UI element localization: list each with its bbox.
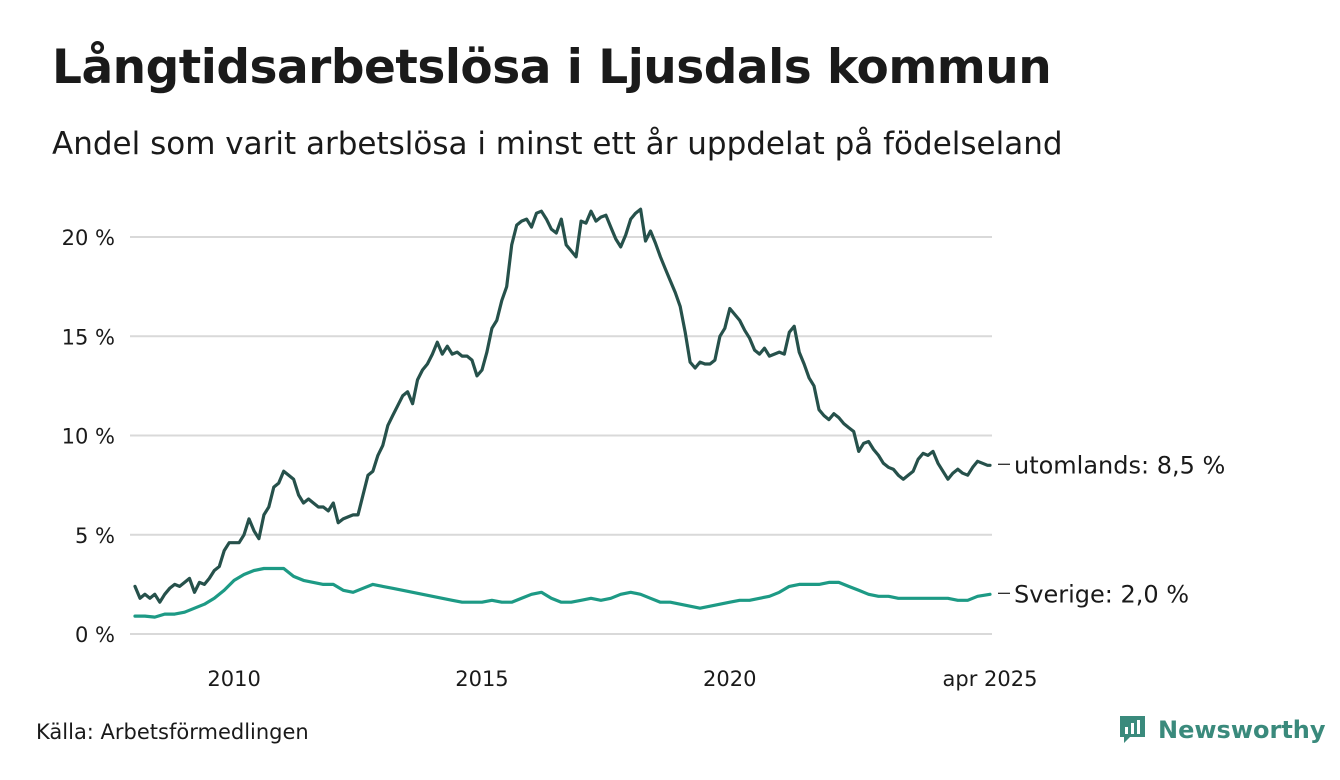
x-tick-label: 2020	[703, 667, 756, 691]
series-end-label: utomlands: 8,5 %	[1014, 451, 1225, 479]
series-lines	[133, 207, 992, 619]
x-tick-label: apr 2025	[943, 667, 1038, 691]
y-tick-label: 10 %	[62, 425, 115, 449]
y-tick-label: 0 %	[75, 623, 115, 647]
y-tick-label: 20 %	[62, 226, 115, 250]
chart-title: Långtidsarbetslösa i Ljusdals kommun	[52, 40, 1052, 95]
newsworthy-logo-icon	[1120, 716, 1145, 743]
series-end-labels: utomlands: 8,5 % Sverige: 2,0 %	[998, 451, 1225, 608]
series-line-sverige	[133, 566, 992, 619]
series-line-utomlands	[133, 207, 992, 604]
series-end-label: Sverige: 2,0 %	[1014, 580, 1189, 608]
brand-logo: Newsworthy	[1118, 714, 1326, 745]
y-tick-label: 5 %	[75, 524, 115, 548]
source-note: Källa: Arbetsförmedlingen	[36, 720, 309, 744]
x-tick-label: 2015	[455, 667, 508, 691]
y-axis-ticks: 0 % 5 % 10 % 15 % 20 %	[62, 226, 115, 647]
x-axis-ticks: 2010 2015 2020 apr 2025	[207, 667, 1037, 691]
grid-lines	[130, 236, 992, 635]
y-tick-label: 15 %	[62, 325, 115, 349]
brand-name: Newsworthy	[1158, 715, 1326, 744]
x-tick-label: 2010	[207, 667, 260, 691]
chart-subtitle: Andel som varit arbetslösa i minst ett å…	[52, 126, 1063, 162]
